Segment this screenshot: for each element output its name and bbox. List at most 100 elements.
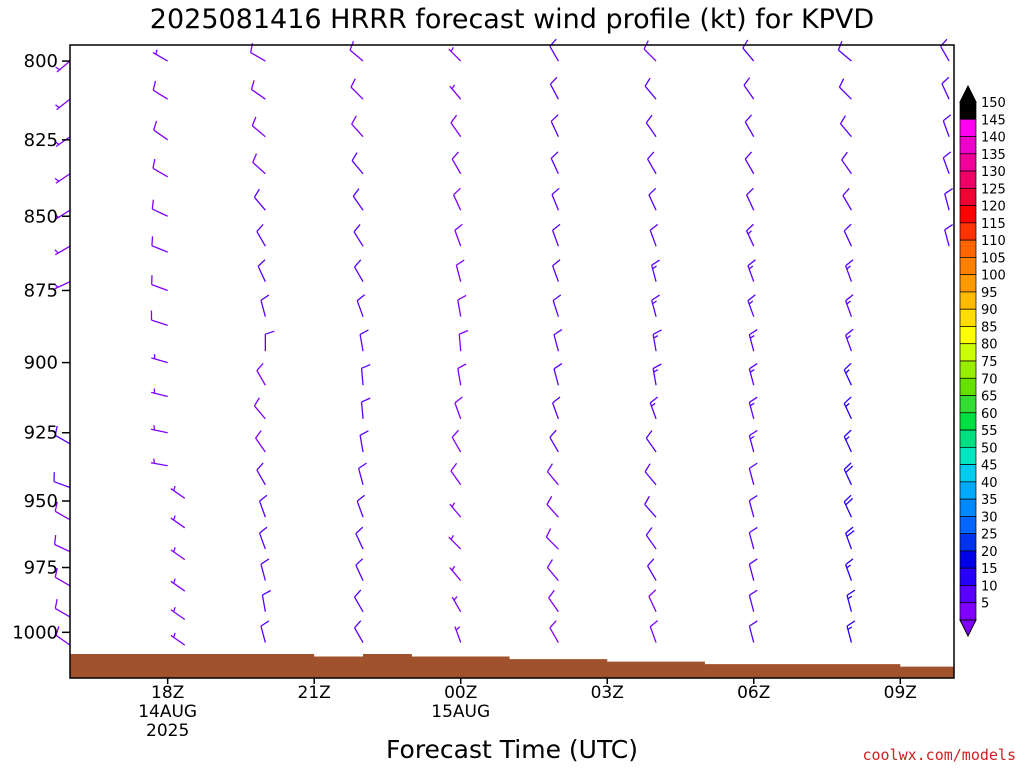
colorbar-label: 115 [981,217,1006,232]
wind-barb [257,259,266,282]
wind-barb [260,558,270,581]
colorbar-label: 35 [981,493,998,508]
wind-barb [352,188,364,211]
wind-barb [545,528,559,550]
colorbar-cell [959,170,977,189]
wind-barb [256,462,266,486]
x-tick-label: 2025 [146,721,189,741]
wind-barb [358,462,367,485]
colorbar-label: 65 [981,390,998,405]
wind-barb [356,294,366,317]
wind-barb [838,78,852,100]
wind-barb [748,526,758,550]
colorbar-cell [959,429,977,448]
wind-barbs [53,38,953,646]
colorbar-label: 150 [981,96,1006,111]
colorbar-cell [959,274,977,293]
wind-barb [743,77,755,100]
y-tick-label: 950 [24,491,58,512]
wind-barb [264,330,275,352]
credit-text[interactable]: coolwx.com/models [862,746,1016,764]
wind-barb [845,526,855,550]
colorbar-cell [959,187,977,206]
wind-barb [549,429,559,453]
wind-barb [152,49,169,62]
wind-barb [644,495,657,518]
wind-barb [449,84,462,100]
wind-barb [54,209,71,220]
wind-barb [252,153,266,175]
wind-barb [449,502,462,518]
wind-barb [644,463,657,486]
wind-barb [551,396,561,420]
wind-barb [353,224,364,247]
colorbar-label: 70 [981,372,998,387]
wind-barb [448,46,462,62]
wind-barb [843,462,854,486]
colorbar-label: 10 [981,579,998,594]
wind-barb [54,598,71,618]
wind-barb [253,397,266,420]
colorbar-label: 60 [981,407,998,422]
y-axis: 800 825 850 875 900 925 950 975 1000 [12,51,70,643]
wind-barb [54,136,71,148]
colorbar-label: 50 [981,441,998,456]
x-tick-label: 00Z [444,683,477,703]
wind-barb [748,462,758,485]
y-tick-label: 850 [24,206,58,227]
wind-barb [841,151,852,175]
colorbar-cell [959,360,977,379]
wind-barb [151,354,168,364]
wind-barb [944,188,953,211]
colorbar-label: 140 [981,131,1006,146]
colorbar-cell [959,257,977,276]
wind-barb [54,501,71,521]
wind-barb [645,114,657,138]
wind-barb [251,116,266,138]
colorbar-label: 15 [981,562,998,577]
wind-barb [455,259,465,282]
wind-barb [845,259,854,282]
colorbar-cell [959,412,977,431]
wind-barb [261,589,272,612]
wind-barb [449,565,462,582]
wind-barb [748,558,758,581]
chart-title: 2025081416 HRRR forecast wind profile (k… [150,4,874,35]
wind-barb [941,76,950,100]
wind-barb [170,547,186,561]
wind-barb [842,187,852,211]
colorbar-label: 30 [981,510,998,525]
wind-barb [551,223,561,247]
wind-barb [645,527,657,550]
wind-barb [846,589,856,612]
colorbar-label: 20 [981,545,998,560]
wind-barb [748,396,758,420]
colorbar-cell [959,153,977,172]
colorbar-cell [959,464,977,483]
wind-barb [549,620,559,643]
colorbar-cell [959,481,977,500]
wind-barb [353,620,364,643]
wind-barb [843,396,853,420]
y-tick-label: 800 [24,51,58,72]
y-tick-label: 925 [24,423,58,444]
wind-barb [747,294,756,317]
wind-barb [451,596,462,613]
y-tick-label: 975 [24,558,58,579]
colorbar-cell [959,101,977,120]
wind-barb [551,259,561,282]
wind-barb [843,429,853,453]
wind-barb [843,223,853,247]
wind-barb [748,620,758,643]
wind-barb [351,152,364,175]
wind-barb [550,151,559,175]
colorbar-label: 120 [981,200,1006,215]
y-tick-label: 875 [24,280,58,301]
wind-barb [457,363,467,386]
wind-barb [253,188,266,211]
colorbar-label: 75 [981,355,998,370]
wind-barb [748,363,758,386]
wind-barb [546,495,559,518]
wind-barb [451,151,462,175]
